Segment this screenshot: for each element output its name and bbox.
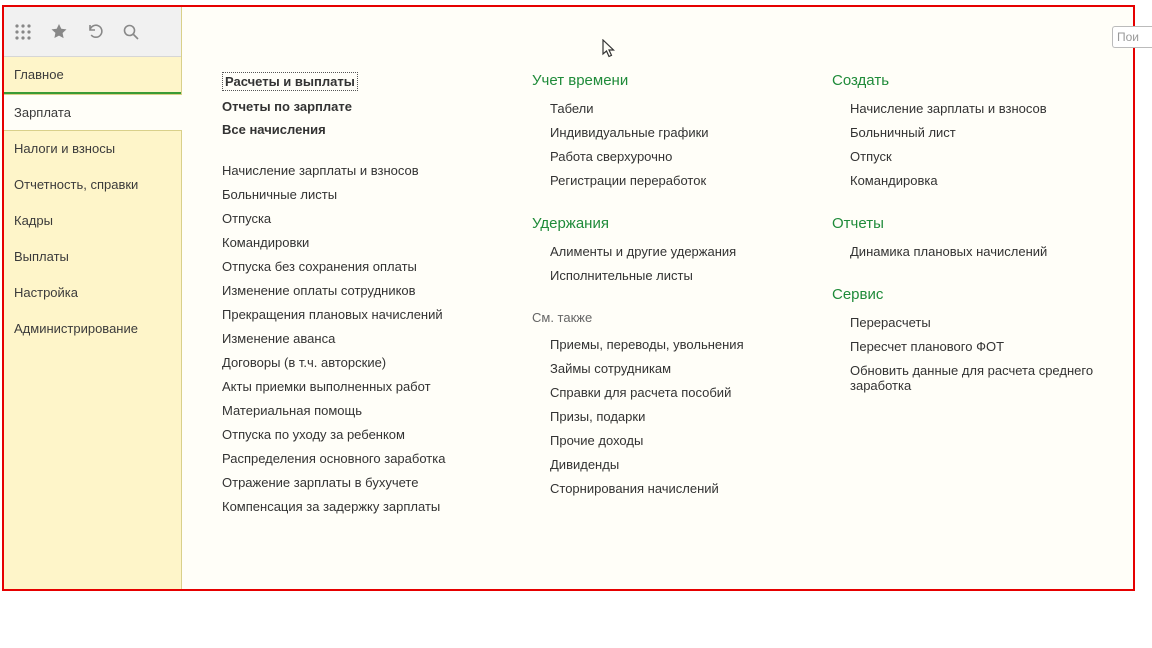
nav-item-7[interactable]: Администрирование bbox=[4, 311, 181, 347]
col3-item-2-0[interactable]: Перерасчеты bbox=[850, 315, 1133, 330]
col3-item-0-1[interactable]: Больничный лист bbox=[850, 125, 1133, 140]
col3-list-1: Динамика плановых начислений bbox=[832, 244, 1133, 259]
sidebar-toolbar bbox=[4, 7, 181, 57]
link-salary-reports[interactable]: Отчеты по зарплате bbox=[222, 99, 482, 114]
col2-item-1-1[interactable]: Исполнительные листы bbox=[550, 268, 782, 283]
col2-item-2-3[interactable]: Призы, подарки bbox=[550, 409, 782, 424]
col2-item-2-2[interactable]: Справки для расчета пособий bbox=[550, 385, 782, 400]
nav-item-2[interactable]: Налоги и взносы bbox=[4, 131, 181, 167]
col1-item-7[interactable]: Изменение аванса bbox=[222, 331, 482, 346]
col3-item-1-0[interactable]: Динамика плановых начислений bbox=[850, 244, 1133, 259]
nav-item-0[interactable]: Главное bbox=[4, 57, 181, 94]
col2-item-2-4[interactable]: Прочие доходы bbox=[550, 433, 782, 448]
nav-item-1[interactable]: Зарплата bbox=[4, 94, 182, 131]
col2-item-1-0[interactable]: Алименты и другие удержания bbox=[550, 244, 782, 259]
col1-list: Начисление зарплаты и взносов Больничные … bbox=[222, 163, 482, 514]
col3-item-0-0[interactable]: Начисление зарплаты и взносов bbox=[850, 101, 1133, 116]
col3-title-1[interactable]: Отчеты bbox=[832, 215, 1133, 232]
column-create-reports-service: Создать Начисление зарплаты и взносов Боль… bbox=[832, 72, 1133, 523]
cursor-icon bbox=[602, 39, 616, 62]
col1-item-11[interactable]: Отпуска по уходу за ребенком bbox=[222, 427, 482, 442]
col2-list-2: Приемы, переводы, увольнения Займы сотруд… bbox=[532, 337, 782, 496]
col1-item-6[interactable]: Прекращения плановых начислений bbox=[222, 307, 482, 322]
col1-item-9[interactable]: Акты приемки выполненных работ bbox=[222, 379, 482, 394]
col1-item-0[interactable]: Начисление зарплаты и взносов bbox=[222, 163, 482, 178]
col2-item-2-0[interactable]: Приемы, переводы, увольнения bbox=[550, 337, 782, 352]
col3-title-0[interactable]: Создать bbox=[832, 72, 1133, 89]
app-frame: ГлавноеЗарплатаНалоги и взносыОтчетность… bbox=[2, 5, 1135, 591]
col3-list-2: Перерасчеты Пересчет планового ФОТ Обновит… bbox=[832, 315, 1133, 393]
col3-item-2-2[interactable]: Обновить данные для расчета среднего зар… bbox=[850, 363, 1133, 393]
nav-item-3[interactable]: Отчетность, справки bbox=[4, 167, 181, 203]
col2-title-1[interactable]: Удержания bbox=[532, 215, 782, 232]
col1-item-13[interactable]: Отражение зарплаты в бухучете bbox=[222, 475, 482, 490]
col1-item-4[interactable]: Отпуска без сохранения оплаты bbox=[222, 259, 482, 274]
col1-item-2[interactable]: Отпуска bbox=[222, 211, 482, 226]
apps-grid-icon[interactable] bbox=[14, 23, 32, 41]
link-all-accruals[interactable]: Все начисления bbox=[222, 122, 482, 137]
col2-list-1: Алименты и другие удержания Исполнительны… bbox=[532, 244, 782, 283]
nav-item-6[interactable]: Настройка bbox=[4, 275, 181, 311]
col1-item-5[interactable]: Изменение оплаты сотрудников bbox=[222, 283, 482, 298]
col2-item-0-0[interactable]: Табели bbox=[550, 101, 782, 116]
col1-item-12[interactable]: Распределения основного заработка bbox=[222, 451, 482, 466]
col1-item-8[interactable]: Договоры (в т.ч. авторские) bbox=[222, 355, 482, 370]
col1-item-3[interactable]: Командировки bbox=[222, 235, 482, 250]
col2-item-2-6[interactable]: Сторнирования начислений bbox=[550, 481, 782, 496]
sidebar: ГлавноеЗарплатаНалоги и взносыОтчетность… bbox=[4, 7, 182, 589]
nav-item-5[interactable]: Выплаты bbox=[4, 239, 181, 275]
col2-item-2-5[interactable]: Дивиденды bbox=[550, 457, 782, 472]
nav-item-4[interactable]: Кадры bbox=[4, 203, 181, 239]
link-calculations-payments[interactable]: Расчеты и выплаты bbox=[222, 72, 358, 91]
col2-item-0-3[interactable]: Регистрации переработок bbox=[550, 173, 782, 188]
star-icon[interactable] bbox=[50, 23, 68, 41]
col2-title-0[interactable]: Учет времени bbox=[532, 72, 782, 89]
col3-list-0: Начисление зарплаты и взносов Больничный … bbox=[832, 101, 1133, 188]
column-time-deductions: Учет времени Табели Индивидуальные графики… bbox=[532, 72, 782, 523]
col2-list-0: Табели Индивидуальные графики Работа сверх… bbox=[532, 101, 782, 188]
col1-item-14[interactable]: Компенсация за задержку зарплаты bbox=[222, 499, 482, 514]
search-icon[interactable] bbox=[122, 23, 140, 41]
col2-title-2: См. также bbox=[532, 310, 782, 325]
column-calculations: Расчеты и выплаты Отчеты по зарплате Все… bbox=[222, 72, 482, 523]
content-area: Расчеты и выплаты Отчеты по зарплате Все… bbox=[182, 7, 1133, 589]
col2-item-2-1[interactable]: Займы сотрудникам bbox=[550, 361, 782, 376]
col3-item-2-1[interactable]: Пересчет планового ФОТ bbox=[850, 339, 1133, 354]
col2-item-0-1[interactable]: Индивидуальные графики bbox=[550, 125, 782, 140]
col1-item-10[interactable]: Материальная помощь bbox=[222, 403, 482, 418]
sidebar-nav: ГлавноеЗарплатаНалоги и взносыОтчетность… bbox=[4, 57, 181, 347]
col2-item-0-2[interactable]: Работа сверхурочно bbox=[550, 149, 782, 164]
history-icon[interactable] bbox=[86, 23, 104, 41]
search-input[interactable]: Пои bbox=[1112, 26, 1152, 48]
col3-title-2[interactable]: Сервис bbox=[832, 286, 1133, 303]
col3-item-0-2[interactable]: Отпуск bbox=[850, 149, 1133, 164]
col1-item-1[interactable]: Больничные листы bbox=[222, 187, 482, 202]
col3-item-0-3[interactable]: Командировка bbox=[850, 173, 1133, 188]
